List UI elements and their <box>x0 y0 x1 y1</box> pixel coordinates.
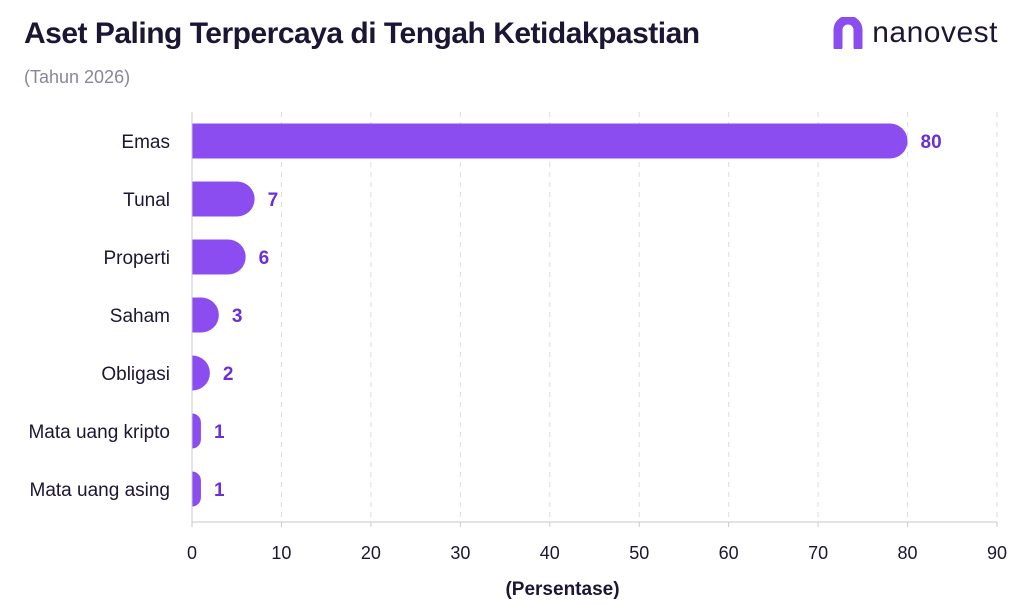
x-tick-label: 60 <box>719 543 739 563</box>
bar-mata-uang-kripto <box>192 413 201 449</box>
x-tick-label: 50 <box>629 543 649 563</box>
x-tick-label: 80 <box>898 543 918 563</box>
x-tick-label: 10 <box>271 543 291 563</box>
chart-subtitle: (Tahun 2026) <box>24 67 131 87</box>
x-tick-label: 20 <box>361 543 381 563</box>
x-tick-label: 40 <box>540 543 560 563</box>
category-label: Mata uang kripto <box>28 422 170 443</box>
bar-emas <box>192 123 908 159</box>
category-label: Mata uang asing <box>30 480 171 501</box>
value-label: 1 <box>214 480 225 501</box>
value-label: 7 <box>268 190 279 211</box>
bar-properti <box>192 239 246 275</box>
category-label: Saham <box>110 306 170 327</box>
brand-logo: nanovest <box>833 16 998 50</box>
category-label: Emas <box>121 132 170 153</box>
category-label: Properti <box>103 248 170 269</box>
value-label: 1 <box>214 422 225 443</box>
bar-saham <box>192 297 219 333</box>
chart-title: Aset Paling Terpercaya di Tengah Ketidak… <box>24 17 700 50</box>
grid-lines <box>280 112 998 522</box>
value-label: 3 <box>232 306 243 327</box>
labels: Emas 80 Tunal 7 Properti 6 Saham 3 Obligasi 2 Mata… <box>28 132 941 501</box>
x-tick-label: 70 <box>808 543 828 563</box>
category-label: Tunal <box>123 190 170 211</box>
x-tick-label: 0 <box>187 543 197 563</box>
value-label: 6 <box>259 248 270 269</box>
bar-tunal <box>192 181 255 217</box>
x-axis-title: (Persentase) <box>505 579 619 600</box>
nanovest-logo-icon <box>833 17 863 49</box>
value-label: 80 <box>921 132 942 153</box>
category-label: Obligasi <box>101 364 170 385</box>
x-tick-label: 90 <box>987 543 1007 563</box>
bars <box>192 123 908 507</box>
brand-name: nanovest <box>872 16 998 49</box>
value-label: 2 <box>223 364 234 385</box>
x-tick-label: 30 <box>450 543 470 563</box>
bar-mata-uang-asing <box>192 471 201 507</box>
bar-obligasi <box>192 355 210 391</box>
x-axis: 0 10 20 30 40 50 60 70 80 90 (Persentase) <box>187 112 1007 600</box>
